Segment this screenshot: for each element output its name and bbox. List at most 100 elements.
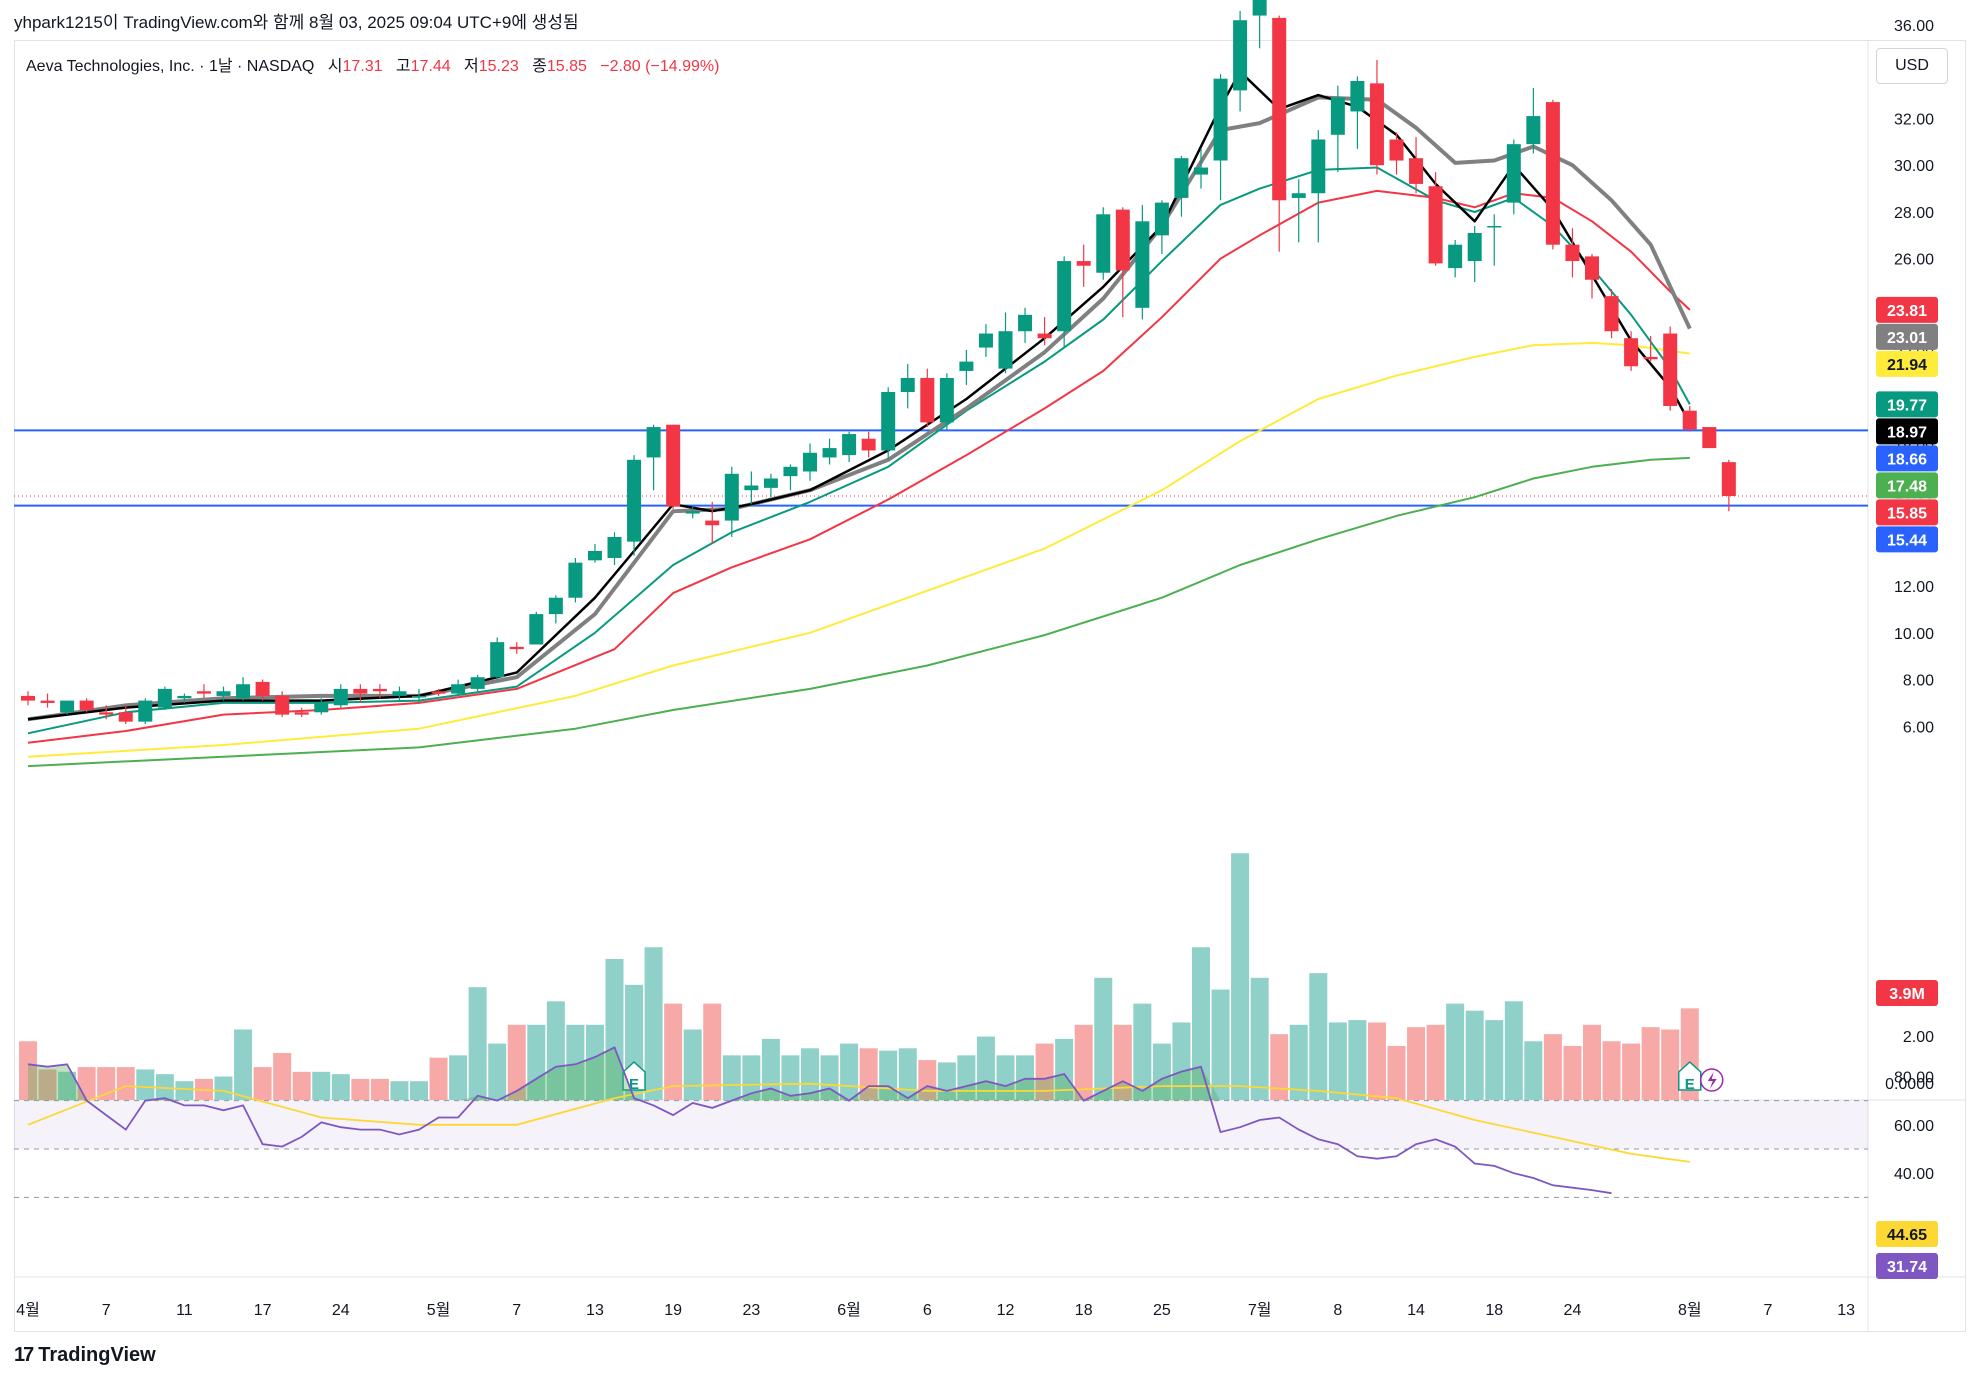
candle-body [372,688,387,692]
candle [275,691,290,717]
price-tag-label: 17.48 [1887,478,1927,495]
candle-body [40,700,55,703]
price-axis-tick: 36.00 [1894,18,1934,35]
candle [705,501,720,544]
candle [607,532,622,565]
candle [1702,427,1717,449]
rsi-tag: 31.74 [1876,1253,1938,1279]
candle [1018,307,1033,343]
candle [627,455,642,556]
candle-body [392,691,407,696]
candle-body [1702,427,1717,449]
legend-change: −2.80 (−14.99%) [600,58,720,75]
candle-body [1487,225,1502,228]
candle-body [1428,186,1443,264]
candle-body [1604,296,1619,332]
time-axis-tick: 24 [1564,1302,1582,1319]
symbol-legend[interactable]: Aeva Technologies, Inc. · 1날 · NASDAQ 시1… [26,52,719,76]
volume-bar [898,1048,917,1100]
rsi-tag-bg [1876,1253,1938,1279]
legend-close: 15.85 [546,58,587,75]
rsi-band [14,1100,1868,1149]
volume-bar [546,1001,565,1100]
candle [744,471,759,505]
candle-body [1643,356,1658,360]
currency-button[interactable]: USD [1876,48,1948,84]
time-axis-tick: 23 [742,1302,760,1319]
candle-body [1409,158,1424,184]
volume-bar [1211,989,1230,1100]
chart-frame [14,40,1966,1332]
candle [21,691,35,706]
candle-body [1506,144,1521,203]
candle [587,543,602,563]
candle [412,688,426,703]
legend-separator: · [237,58,247,75]
candle-body [978,333,993,348]
candle-body [1682,410,1697,430]
volume-bar [1133,1003,1152,1100]
volume-bar [703,1003,722,1100]
candle [1350,76,1365,149]
candle [372,684,387,699]
tradingview-brand-text: TradingView [38,1344,156,1366]
candle [157,686,172,710]
candle-body [705,520,720,526]
volume-bar [976,1036,995,1100]
volume-bar [1055,1038,1074,1100]
candle-body [1233,20,1248,91]
candle-body [353,688,368,694]
price-tag-label: 18.97 [1887,424,1927,441]
legend-high: 17.44 [410,58,451,75]
candle [666,424,681,509]
price-axis-tick: 6.00 [1903,719,1934,736]
candle-body [509,646,524,650]
volume-bar [1524,1041,1543,1100]
candle [529,611,544,645]
volume-bar [234,1029,253,1100]
legend-interval: 1날 [208,58,233,75]
price-tag-bg [1876,296,1938,323]
candle [1233,10,1248,112]
candle-body [294,712,309,715]
volume-bar [683,1029,702,1100]
rsi-line [27,1046,1612,1195]
candle [881,387,896,460]
time-axis-tick: 7월 [1248,1301,1272,1319]
candle-body [1565,244,1580,262]
volume-bar [742,1055,761,1100]
candle [1624,331,1639,371]
price-axis-tick: 28.00 [1894,205,1934,222]
volume-bar [1250,977,1269,1100]
candle-body [1369,83,1384,166]
price-tag: 18.97 [1876,418,1938,445]
time-axis-tick: 8 [1333,1302,1342,1319]
candle [490,637,505,680]
candle [1252,0,1267,49]
price-tag: 19.77 [1876,391,1938,418]
rsi-axis-tick: 60.00 [1894,1118,1934,1135]
volume-bar [1387,1045,1406,1100]
price-tag-bg [1876,472,1938,499]
volume-bar [155,1074,174,1100]
candle [861,431,876,458]
candle-body [157,688,172,708]
candle-body [881,391,896,451]
candle [196,684,211,699]
candle-body [744,485,759,491]
price-tag-bg [1876,418,1938,445]
candle [1721,459,1736,512]
volume-bar [449,1055,468,1100]
volume-bar [1583,1024,1601,1100]
volume-bar [566,1024,585,1100]
candle-body [939,377,954,423]
volume-bar [1622,1043,1641,1100]
earnings-marker-label: E [629,1076,639,1093]
candle-body [822,448,837,458]
candle-body [1350,81,1365,112]
tradingview-logo[interactable]: 17 TradingView [14,1344,156,1367]
time-axis-tick: 6월 [837,1301,861,1319]
volume-tag-bg [1876,980,1938,1006]
price-tag-label: 15.44 [1887,532,1927,549]
